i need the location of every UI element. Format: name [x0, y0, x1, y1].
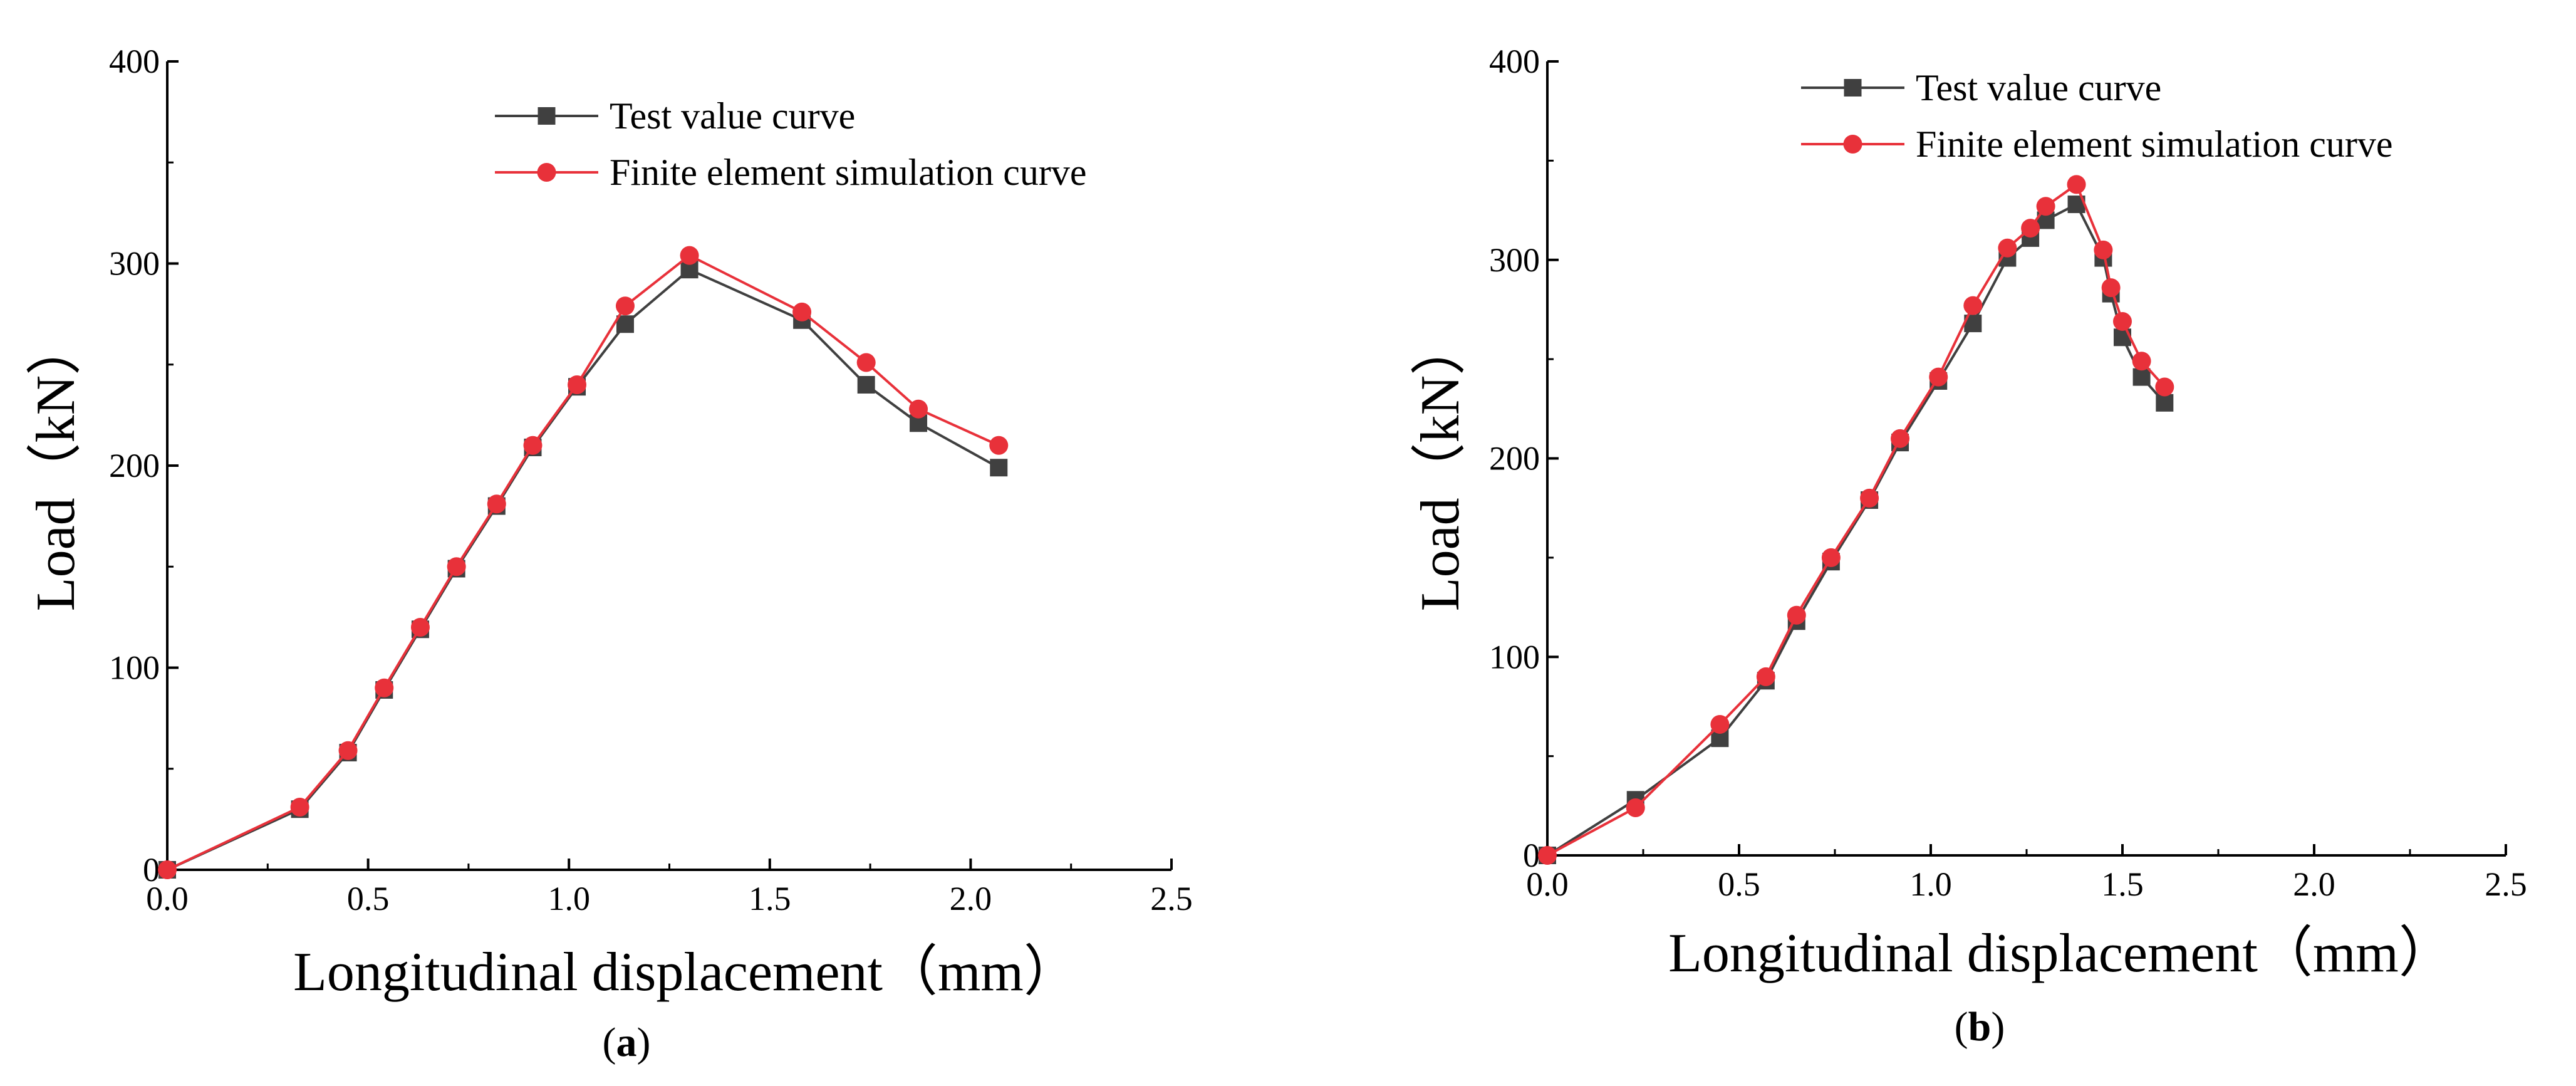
data-point-circle [1891, 429, 1910, 448]
data-point-square [990, 459, 1008, 477]
data-point-circle [447, 557, 466, 577]
data-point-circle [410, 618, 430, 637]
x-tick-label: 2.0 [2293, 865, 2335, 903]
x-axis-title: Longitudinal displacement（mm） [1668, 923, 2454, 984]
y-tick-label: 100 [1489, 638, 1540, 676]
data-point-circle [792, 302, 812, 321]
data-point-circle [2132, 352, 2151, 371]
data-point-circle [1963, 296, 1983, 315]
data-point-square [2156, 394, 2174, 412]
data-point-circle [1538, 846, 1557, 865]
data-point-circle [290, 798, 309, 817]
x-tick-label: 0.5 [1718, 865, 1760, 903]
y-tick-label: 300 [1489, 241, 1540, 279]
series-line-2 [1547, 182, 2166, 857]
data-point-circle [523, 436, 543, 455]
panel-label: (a) [603, 1020, 651, 1065]
data-point-circle [2021, 219, 2040, 238]
legend-label: Finite element simulation curve [1916, 123, 2392, 165]
data-point-circle [2067, 175, 2086, 194]
legend-label: Test value curve [1916, 67, 2161, 108]
series-line-2 [167, 254, 1000, 871]
data-point-circle [989, 436, 1009, 455]
chart-panel-b: 0.0 0.5 1.0 1.5 2.0 2.5 0 100 200 300 400 Longitudi… [1410, 43, 2527, 1050]
y-tick-label: 200 [1489, 440, 1540, 478]
data-point-circle [2113, 311, 2132, 331]
x-tick-label: 1.5 [2101, 865, 2144, 903]
data-point-circle [856, 353, 876, 372]
x-tick-label: 2.0 [950, 880, 992, 917]
y-tick-label: 400 [1489, 43, 1540, 80]
legend-marker [538, 107, 556, 125]
legend-marker [537, 163, 556, 182]
data-point-square [2114, 328, 2131, 347]
x-tick-label: 0.5 [347, 880, 390, 917]
data-point-circle [2036, 197, 2055, 216]
x-tick-label: 1.0 [548, 880, 590, 917]
data-point-circle [1626, 798, 1645, 817]
legend-label: Finite element simulation curve [610, 152, 1086, 193]
x-tick-label: 2.5 [1150, 880, 1193, 917]
y-tick-label: 0 [1523, 837, 1540, 874]
data-point-circle [568, 375, 587, 394]
data-point-circle [2155, 377, 2174, 397]
series-line-1 [1546, 202, 2166, 857]
data-point-circle [680, 246, 699, 265]
data-point-circle [1787, 605, 1806, 625]
data-point-circle [2094, 240, 2113, 259]
x-axis-title: Longitudinal displacement（mm） [293, 942, 1079, 1003]
data-point-square [2132, 368, 2151, 386]
x-tick-label: 0.0 [1526, 865, 1569, 903]
y-tick-label: 300 [109, 245, 160, 283]
y-axis-title: Load（kN） [1410, 320, 1471, 611]
panel-label: (b) [1955, 1004, 2005, 1050]
data-point-square [616, 315, 634, 333]
data-point-circle [1860, 488, 1879, 508]
y-axis-title: Load（kN） [26, 320, 86, 611]
data-point-circle [487, 494, 506, 514]
x-tick-label: 2.5 [2485, 865, 2527, 903]
chart-panel-a: 0.0 0.5 1.0 1.5 2.0 2.5 0 100 200 300 400 Longitudi… [26, 43, 1193, 1065]
x-tick-label: 0.0 [146, 880, 189, 917]
legend-label: Test value curve [610, 95, 855, 137]
data-point-circle [1756, 667, 1775, 686]
x-tick-label: 1.0 [1909, 865, 1952, 903]
data-point-circle [338, 741, 358, 760]
data-point-circle [1821, 548, 1841, 567]
data-point-circle [615, 296, 635, 316]
y-tick-label: 100 [109, 649, 160, 687]
data-point-circle [909, 399, 928, 419]
data-point-circle [1929, 367, 1948, 387]
data-point-circle [1710, 714, 1730, 734]
legend-marker [1844, 79, 1862, 97]
x-tick-label: 1.5 [749, 880, 791, 917]
legend-marker [1843, 135, 1862, 154]
y-tick-label: 400 [109, 43, 160, 80]
data-point-circle [2101, 278, 2121, 298]
data-point-circle [158, 860, 177, 879]
data-point-square [857, 376, 875, 394]
data-point-circle [375, 678, 394, 697]
y-tick-label: 0 [143, 851, 160, 889]
data-point-circle [1998, 238, 2017, 258]
y-tick-label: 200 [109, 447, 160, 484]
